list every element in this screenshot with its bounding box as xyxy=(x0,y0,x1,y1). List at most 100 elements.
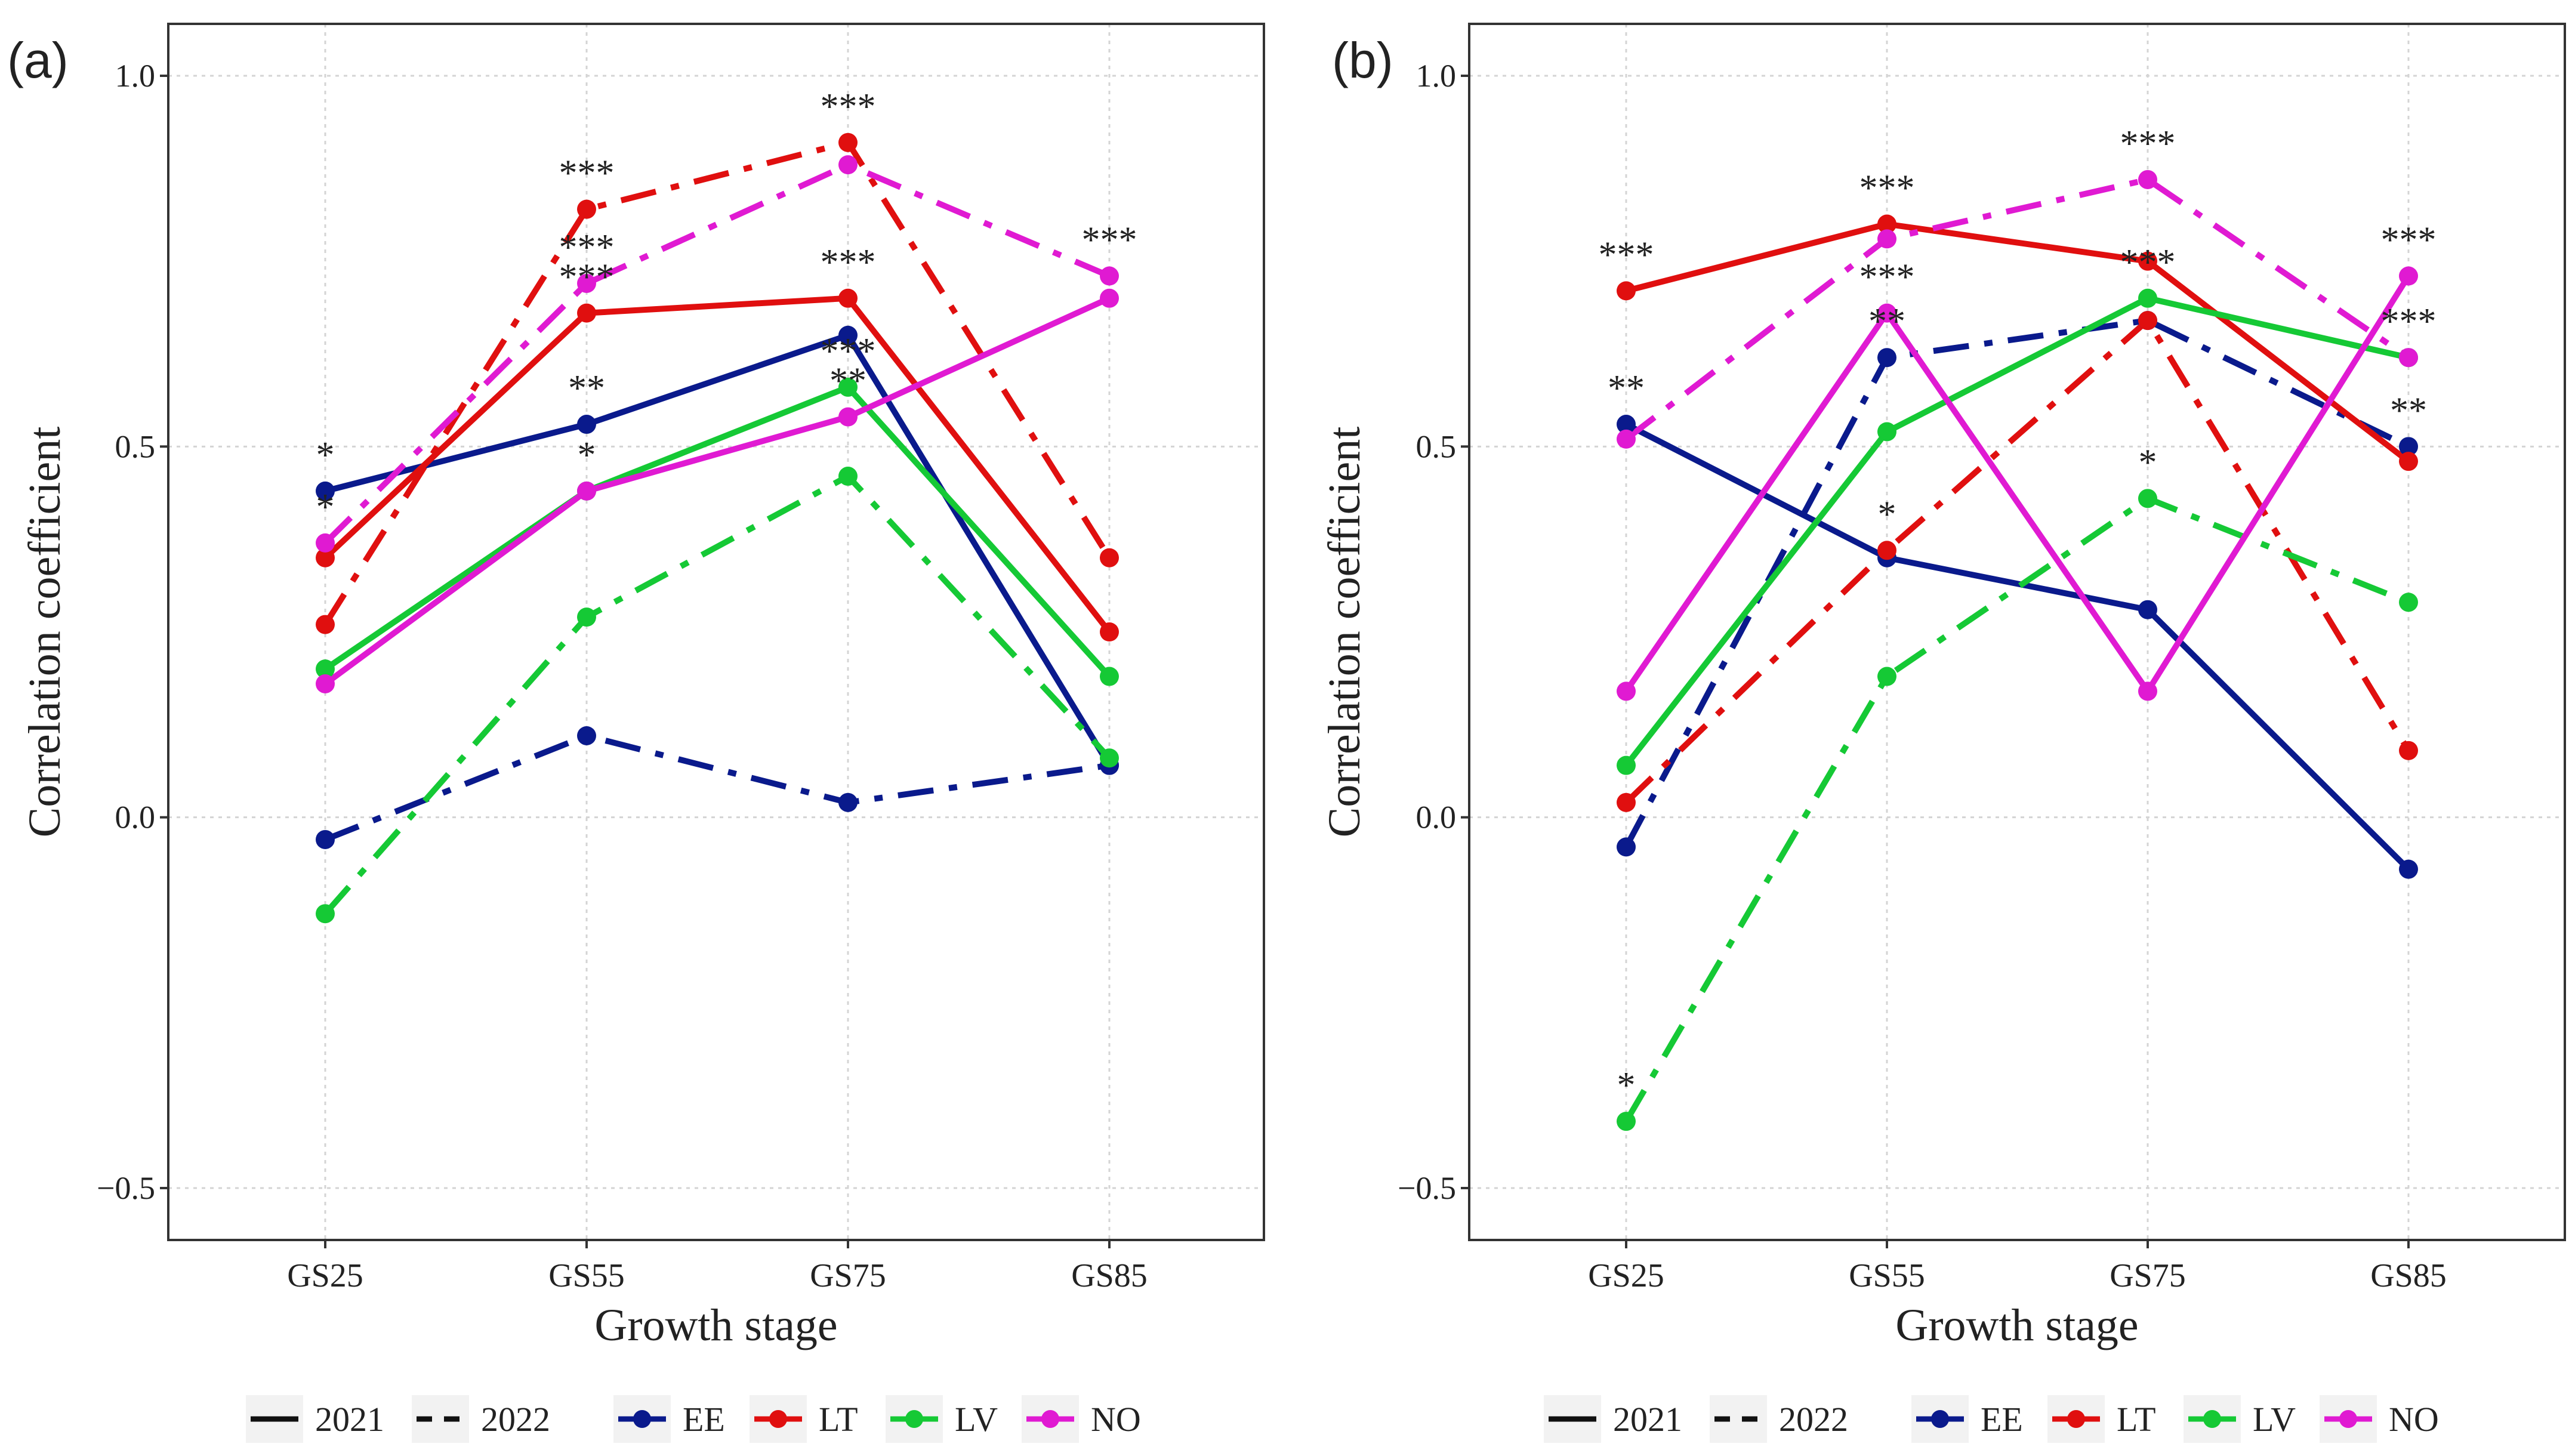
data-point-lv-2022 xyxy=(2138,489,2157,508)
significance-label: *** xyxy=(1599,235,1654,275)
significance-label: *** xyxy=(2381,220,2437,261)
chart-panel-a: −0.5 0.0 0.5 1.0 GS25 GS55 GS75 GS85 Growth stag… xyxy=(7,23,1265,1443)
legend-label: 2021 xyxy=(315,1400,384,1439)
x-tick-label: GS55 xyxy=(1849,1257,1925,1294)
data-point-lv-2022 xyxy=(2399,593,2418,612)
significance-label: *** xyxy=(2120,124,2176,164)
data-point-no-2022 xyxy=(1617,429,1636,449)
y-axis-title: Correlation coefficient xyxy=(20,427,70,838)
data-point-no-2021 xyxy=(1617,681,1636,701)
series-line-lt-2022 xyxy=(322,139,1112,627)
data-point-ee-2022 xyxy=(1617,837,1636,857)
significance-label: * xyxy=(1878,494,1896,535)
data-point-lv-2022 xyxy=(577,607,596,627)
data-point-ee-2021 xyxy=(577,415,596,434)
legend-key-point-lt xyxy=(769,1410,787,1428)
data-point-ee-2021 xyxy=(1617,415,1636,434)
legend-label: 2022 xyxy=(1779,1400,1848,1439)
data-point-lt-2022 xyxy=(1100,548,1119,567)
significance-label: *** xyxy=(821,87,876,127)
legend-label: LT xyxy=(2117,1400,2156,1439)
data-point-lv-2022 xyxy=(838,467,858,486)
series-line-ee-2022 xyxy=(324,732,1110,843)
y-tick-label: 0.0 xyxy=(1416,800,1457,835)
y-tick-label: 0.5 xyxy=(115,428,156,464)
plot-border xyxy=(167,23,1265,1241)
x-tick-label: GS55 xyxy=(548,1257,625,1294)
significance-label: *** xyxy=(559,153,615,194)
data-point-no-2021 xyxy=(2138,681,2157,701)
legend-key-point-no xyxy=(2339,1410,2357,1428)
data-point-lt-2022 xyxy=(1617,792,1636,812)
significance-label: *** xyxy=(2120,242,2176,283)
x-axis-title: Growth stage xyxy=(594,1300,837,1350)
data-point-no-2021 xyxy=(1100,288,1119,308)
data-point-lt-2021 xyxy=(1877,214,1896,234)
data-point-lv-2021 xyxy=(316,659,335,679)
data-point-lt-2022 xyxy=(1877,541,1896,560)
data-point-ee-2022 xyxy=(577,726,596,745)
data-point-lt-2021 xyxy=(577,303,596,323)
series-line-lt-2022 xyxy=(1624,317,2411,805)
data-point-lt-2021 xyxy=(2399,452,2418,471)
series-line-no-2021 xyxy=(1623,274,2411,695)
series-line-lv-2022 xyxy=(323,473,1112,916)
data-point-ee-2022 xyxy=(1877,348,1896,368)
y-axis-title: Correlation coefficient xyxy=(1319,427,1370,838)
legend-label: EE xyxy=(683,1400,725,1439)
x-axis-title: Growth stage xyxy=(1895,1300,2138,1350)
data-point-lv-2021 xyxy=(1617,755,1636,775)
legend-label: NO xyxy=(2389,1400,2439,1439)
significance-label: * xyxy=(316,487,335,528)
y-tick-label: −0.5 xyxy=(97,1170,155,1206)
data-point-lv-2022 xyxy=(1877,667,1896,686)
data-point-lv-2021 xyxy=(1100,667,1119,686)
significance-label: ** xyxy=(829,361,866,402)
legend-label: LT xyxy=(819,1400,858,1439)
data-point-lv-2022 xyxy=(1100,748,1119,768)
data-point-lt-2022 xyxy=(838,132,858,152)
data-point-ee-2022 xyxy=(2399,437,2418,456)
data-point-lt-2021 xyxy=(1100,622,1119,641)
x-tick-label: GS25 xyxy=(287,1257,363,1294)
significance-label: ** xyxy=(1608,368,1645,409)
significance-label: *** xyxy=(821,242,876,283)
data-point-no-2022 xyxy=(2138,169,2157,189)
data-point-lt-2021 xyxy=(838,288,858,308)
legend: 2021 2022 EE LT LV NO xyxy=(1544,1395,2439,1443)
series-line-lt-2021 xyxy=(1625,221,2411,464)
data-point-lt-2021 xyxy=(2138,251,2157,271)
data-point-no-2022 xyxy=(316,533,335,553)
data-point-ee-2021 xyxy=(2399,859,2418,879)
x-tick-label: GS25 xyxy=(1588,1257,1664,1294)
legend-label: EE xyxy=(1981,1400,2023,1439)
data-point-lt-2022 xyxy=(2399,741,2418,760)
x-tick-label: GS85 xyxy=(1071,1257,1148,1294)
data-point-no-2021 xyxy=(2399,266,2418,286)
data-point-lv-2021 xyxy=(2138,288,2157,308)
x-tick-label: GS85 xyxy=(2370,1257,2447,1294)
x-tick-label: GS75 xyxy=(810,1257,886,1294)
legend: 2021 2022 EE LT LV NO xyxy=(246,1395,1141,1443)
legend-label: 2021 xyxy=(1613,1400,1682,1439)
legend-label: NO xyxy=(1091,1400,1141,1439)
series-line-no-2021 xyxy=(323,295,1111,687)
significance-label: * xyxy=(1617,1065,1636,1106)
data-point-no-2021 xyxy=(316,674,335,693)
series-line-lv-2022 xyxy=(1623,495,2410,1123)
data-point-lv-2022 xyxy=(316,904,335,924)
data-point-lv-2022 xyxy=(1617,1112,1636,1131)
data-point-no-2021 xyxy=(838,407,858,427)
data-point-no-2022 xyxy=(2399,348,2418,368)
series-line-lv-2021 xyxy=(323,384,1112,678)
significance-label: *** xyxy=(1859,257,1915,298)
significance-label: *** xyxy=(821,331,876,372)
y-tick-label: 0.5 xyxy=(1416,428,1457,464)
data-point-no-2022 xyxy=(1100,266,1119,286)
significance-label: *** xyxy=(1082,220,1137,261)
data-point-ee-2021 xyxy=(838,325,858,345)
data-point-lt-2022 xyxy=(2138,311,2157,331)
significance-label: ** xyxy=(568,368,605,409)
legend-key-point-ee xyxy=(633,1410,651,1428)
